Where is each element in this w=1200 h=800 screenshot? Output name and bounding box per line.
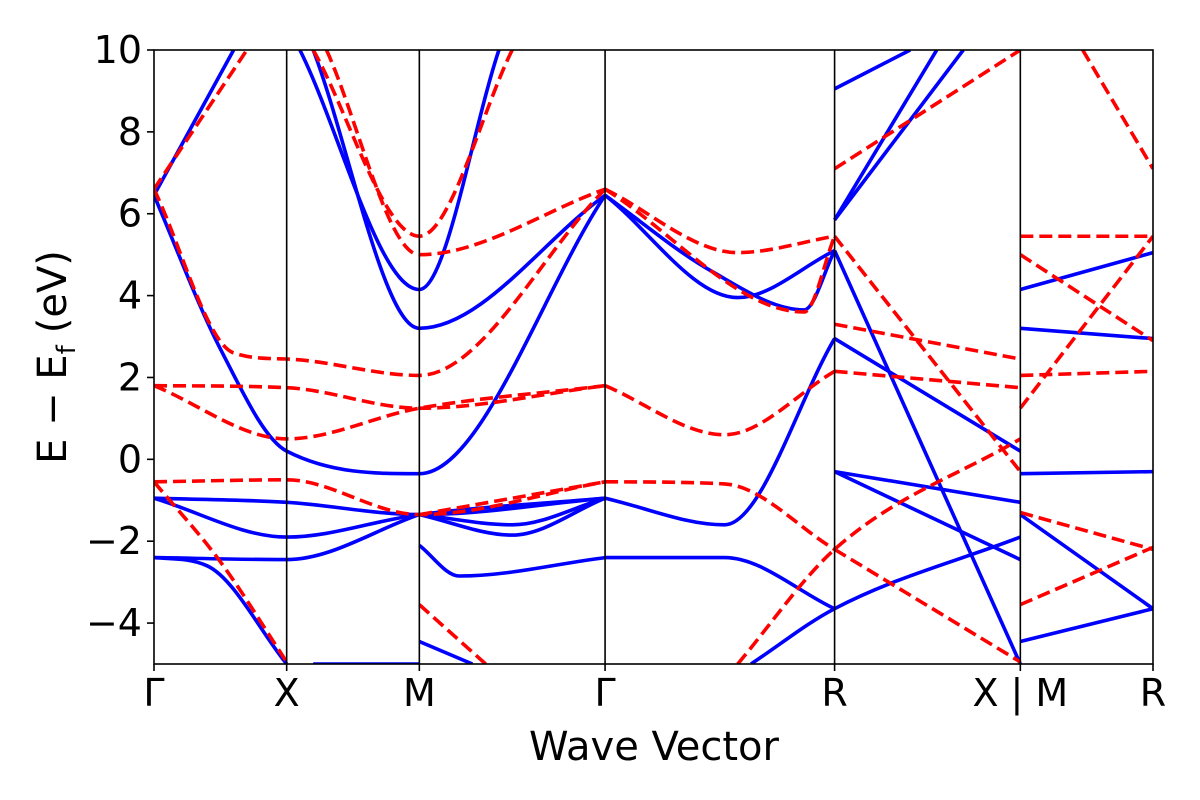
dashed-band-line: [1018, 235, 1153, 410]
dashed-band-line: [154, 187, 607, 378]
dashed-band-line: [834, 322, 1021, 361]
solid-band-line: [418, 639, 474, 664]
dashed-band-line: [154, 383, 606, 410]
svg-text:E − Ef(eV): E − Ef (eV): [30, 250, 82, 464]
dashed-band-line: [154, 50, 249, 191]
solid-band-line: [1019, 606, 1153, 644]
y-label-subscript: f: [52, 344, 82, 354]
dashed-band-line: [604, 369, 836, 437]
y-tick-label: −2: [86, 519, 142, 563]
dashed-band-line: [604, 187, 837, 314]
x-tick-label: X: [274, 671, 300, 715]
x-tick-label: Γ: [143, 671, 164, 715]
solid-band-line: [418, 496, 606, 537]
y-tick-label: 10: [94, 28, 142, 72]
kpoint-lines: [285, 50, 1022, 664]
solid-band-line: [832, 249, 1022, 664]
y-axis-label: E − Ef (eV): [30, 250, 82, 464]
band-lines: [154, 50, 1153, 664]
dashed-band-line: [1081, 50, 1153, 170]
x-tick-label: X | M: [972, 671, 1068, 716]
dashed-band-line: [833, 235, 1022, 473]
y-label-main: E − E: [30, 354, 76, 464]
x-tick-label: M: [403, 671, 436, 715]
dashed-band-line: [154, 480, 289, 663]
y-label-unit: (eV): [30, 250, 76, 333]
solid-band-line: [833, 50, 912, 91]
solid-band-line: [833, 469, 1022, 562]
solid-band-line: [605, 555, 836, 611]
solid-band-line: [834, 469, 1021, 505]
solid-band-line: [833, 50, 965, 221]
x-axis: Γ X M Γ R X | M R: [143, 664, 1166, 716]
dashed-band-line: [834, 369, 1021, 390]
dashed-band-line: [154, 478, 606, 517]
y-axis: −4 −2 0 2 4 6 8 10: [86, 28, 154, 645]
solid-band-line: [750, 535, 1021, 664]
solid-band-line: [154, 496, 606, 539]
x-tick-label: R: [821, 671, 847, 715]
solid-band-line: [603, 193, 836, 300]
solid-band-line: [418, 543, 606, 578]
dashed-band-line: [419, 480, 606, 517]
dashed-band-line: [1019, 545, 1153, 607]
dashed-band-line: [604, 187, 835, 255]
solid-band-line: [311, 50, 607, 331]
dashed-band-line: [605, 480, 836, 551]
dashed-band-line: [1019, 510, 1153, 552]
solid-band-line: [154, 194, 607, 476]
solid-band-line: [419, 496, 606, 527]
dashed-band-line: [833, 547, 1022, 664]
solid-band-line: [1020, 326, 1153, 341]
y-tick-label: 4: [118, 274, 142, 318]
solid-band-line: [1019, 250, 1153, 292]
dashed-band-line: [736, 437, 1022, 664]
solid-band-line: [154, 496, 606, 517]
y-tick-label: 2: [118, 355, 142, 399]
x-tick-label: R: [1140, 671, 1166, 715]
solid-band-line: [1020, 469, 1153, 476]
dashed-band-line: [1020, 369, 1153, 378]
dashed-band-line: [1019, 253, 1153, 343]
dashed-band-line: [154, 383, 606, 441]
plot-frame: [153, 49, 1154, 665]
x-axis-label: Wave Vector: [529, 724, 780, 770]
y-tick-label: 6: [118, 192, 142, 236]
solid-band-line: [604, 337, 837, 527]
y-tick-label: −4: [86, 601, 142, 645]
solid-band-line: [1019, 513, 1153, 611]
solid-band-line: [154, 555, 289, 664]
y-tick-label: 8: [118, 110, 142, 154]
dashed-band-line: [833, 50, 1022, 171]
dashed-band-line: [418, 603, 487, 664]
x-tick-label: Γ: [594, 671, 615, 715]
y-tick-label: 0: [118, 437, 142, 481]
